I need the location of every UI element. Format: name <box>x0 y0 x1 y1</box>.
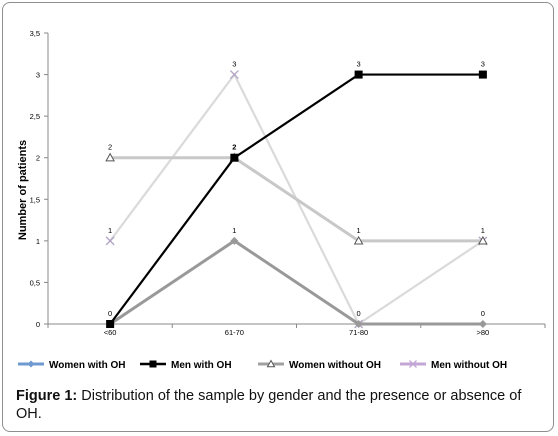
data-label: 0 <box>108 309 112 318</box>
x-tick-label: 61-70 <box>225 328 244 337</box>
x-tick-label: 71-80 <box>349 328 368 337</box>
chart-series <box>105 70 488 329</box>
legend-label-men-without-oh: Men without OH <box>431 360 507 371</box>
data-point-men-without-oh-stroke <box>229 70 239 80</box>
chart-data-labels: 0 1 0 0 2 3 3 2 1 1 1 3 <box>108 60 485 318</box>
line-chart: 0 0,5 1 1,5 2 2,5 3 3,5 <60 61-70 71-80 >80 0 1 0 0 2 3 3… <box>17 29 546 371</box>
data-label: 3 <box>357 60 361 69</box>
data-point-men-with-oh <box>106 320 115 328</box>
y-tick-label: 2 <box>36 154 40 163</box>
data-point-men-without-oh-stroke <box>105 236 115 246</box>
legend-marker-men-without-oh-stroke <box>409 360 417 368</box>
data-point-women-with-oh <box>354 320 363 328</box>
data-label: 1 <box>232 226 236 235</box>
y-tick-label: 0 <box>36 320 40 329</box>
y-tick-label: 1 <box>36 237 40 246</box>
legend-marker-men-with-oh <box>149 360 157 368</box>
legend-marker-women-without-oh <box>266 359 276 368</box>
caption-label: Figure 1: <box>16 388 78 404</box>
x-tick-label: >80 <box>477 328 490 337</box>
data-label: 1 <box>481 226 485 235</box>
data-point-women-with-oh <box>230 236 239 245</box>
legend-label-men-with-oh: Men with OH <box>171 360 232 371</box>
data-point-women-without-oh <box>105 152 115 162</box>
data-label: 2 <box>232 143 236 152</box>
legend-marker-men-without-oh <box>409 360 417 368</box>
data-point-women-without-oh <box>353 235 364 245</box>
y-tick-label: 3 <box>36 71 40 80</box>
x-tick-label: <60 <box>104 328 117 337</box>
data-point-women-with-oh <box>478 320 487 328</box>
data-point-men-with-oh <box>354 70 363 79</box>
chart-legend: Women with OH Men with OH Women without OH… <box>18 359 507 371</box>
data-label: 1 <box>357 226 361 235</box>
data-point-women-without-oh <box>478 235 488 245</box>
data-label: 2 <box>108 143 112 152</box>
figure-frame <box>2 2 554 432</box>
data-point-men-without-oh <box>229 70 239 80</box>
y-tick-label: 1,5 <box>30 195 40 204</box>
series-line-women-without-oh <box>110 156 483 243</box>
data-label: 3 <box>232 60 236 69</box>
series-line-men-with-oh <box>109 73 483 325</box>
caption-text: Distribution of the sample by gender and… <box>16 388 522 422</box>
legend-marker-women-with-oh <box>27 360 35 368</box>
data-label: 0 <box>357 309 361 318</box>
legend-label-women-with-oh: Women with OH <box>49 360 125 371</box>
data-label: 1 <box>108 226 112 235</box>
figure-caption: Figure 1: Distribution of the sample by … <box>16 387 546 423</box>
y-tick-label: 3,5 <box>30 29 40 38</box>
data-point-men-without-oh <box>105 236 115 246</box>
y-tick-label: 2,5 <box>30 112 40 121</box>
y-tick-label: 0,5 <box>30 278 40 287</box>
data-point-men-with-oh <box>478 70 487 79</box>
y-axis-label: Number of patients <box>17 140 29 240</box>
data-point-men-with-oh <box>230 153 239 162</box>
data-label: 0 <box>481 309 485 318</box>
legend-label-women-without-oh: Women without OH <box>289 360 381 371</box>
series-line-women-with-oh <box>109 239 483 326</box>
data-label: 3 <box>481 60 485 69</box>
